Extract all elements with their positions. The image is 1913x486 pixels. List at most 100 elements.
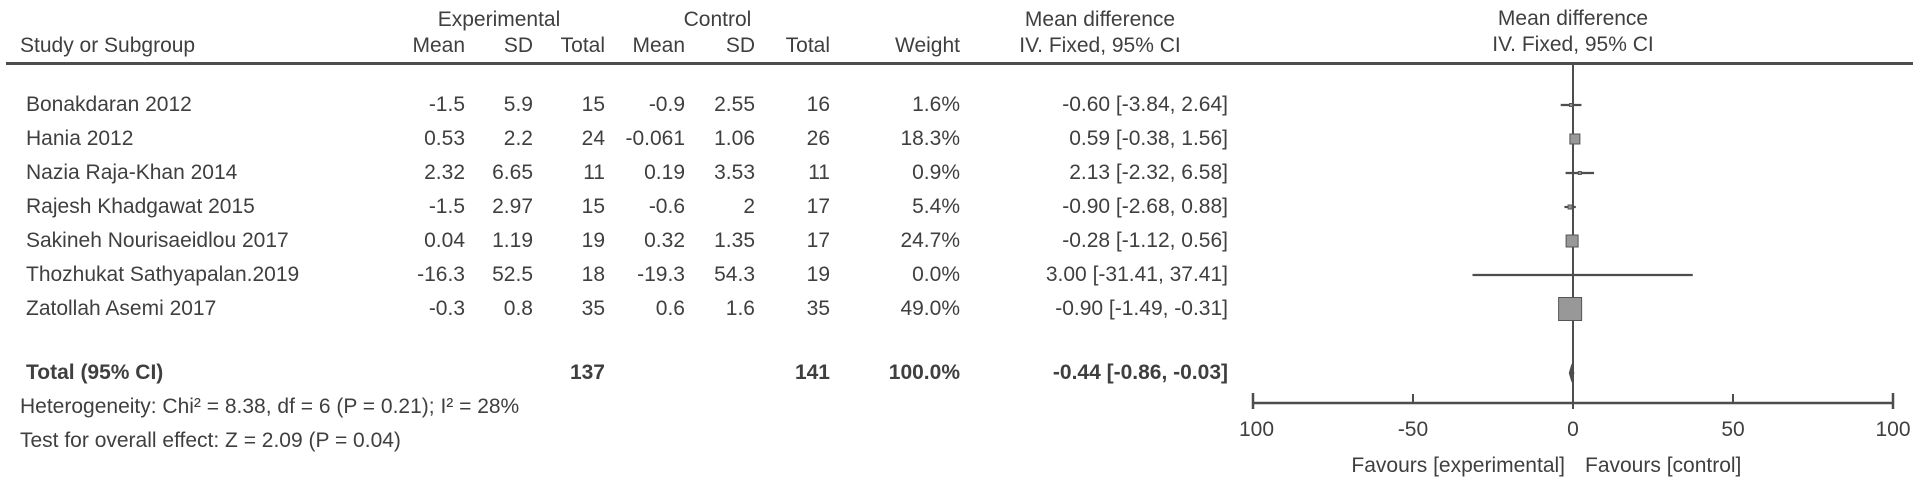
exp-sd-header: SD bbox=[503, 34, 533, 57]
method-header: IV. Fixed, 95% CI bbox=[1019, 34, 1181, 57]
table-row: Thozhukat Sathyapalan.2019 -16.3 52.5 18 -19… bbox=[0, 258, 1240, 292]
experimental-group-header: Experimental bbox=[437, 8, 561, 31]
cell-ctrl-total: 17 bbox=[806, 229, 830, 252]
cell-study: Zatollah Asemi 2017 bbox=[26, 297, 217, 320]
cell-ctrl-sd: 1.6 bbox=[725, 297, 755, 320]
exp-mean-header: Mean bbox=[412, 34, 465, 57]
header-rule bbox=[6, 62, 1913, 65]
cell-study: Hania 2012 bbox=[26, 127, 134, 150]
table-row: Nazia Raja-Khan 2014 2.32 6.65 11 0.19 3.53 11… bbox=[0, 156, 1240, 190]
heterogeneity-note: Heterogeneity: Chi² = 8.38, df = 6 (P = … bbox=[20, 395, 520, 418]
table-row: Hania 2012 0.53 2.2 24 -0.061 1.06 26 18.3% 0.59… bbox=[0, 122, 1240, 156]
cell-exp-mean: -0.3 bbox=[428, 297, 465, 320]
plot-header: Mean difference IV. Fixed, 95% CI bbox=[1373, 6, 1773, 58]
cell-exp-total: 35 bbox=[581, 297, 605, 320]
cell-exp-sd: 1.19 bbox=[492, 229, 533, 252]
plot-mean-difference-header: Mean difference bbox=[1497, 7, 1649, 30]
cell-exp-mean: 0.53 bbox=[424, 127, 465, 150]
ctrl-sd-header: SD bbox=[725, 34, 755, 57]
cell-ctrl-total: 26 bbox=[806, 127, 830, 150]
cell-exp-mean: 2.32 bbox=[424, 161, 465, 184]
cell-ctrl-total: 11 bbox=[808, 161, 830, 184]
cell-exp-mean: 0.04 bbox=[424, 229, 465, 252]
plot-method-header: IV. Fixed, 95% CI bbox=[1492, 33, 1654, 56]
cell-exp-sd: 2.2 bbox=[503, 127, 533, 150]
cell-exp-sd: 52.5 bbox=[492, 263, 533, 286]
effect-square bbox=[1577, 171, 1582, 175]
cell-study: Nazia Raja-Khan 2014 bbox=[26, 161, 238, 184]
tick-label: -100 bbox=[1240, 418, 1274, 441]
cell-ctrl-mean: -0.061 bbox=[625, 127, 685, 150]
cell-study: Thozhukat Sathyapalan.2019 bbox=[26, 263, 300, 286]
cell-study: Bonakdaran 2012 bbox=[26, 93, 192, 116]
cell-study: Rajesh Khadgawat 2015 bbox=[26, 195, 255, 218]
cell-exp-sd: 2.97 bbox=[492, 195, 533, 218]
study-rows: Bonakdaran 2012 -1.5 5.9 15 -0.9 2.55 16 1.6% -0… bbox=[0, 88, 1240, 326]
cell-exp-total: 19 bbox=[581, 229, 605, 252]
cell-exp-mean: -1.5 bbox=[428, 93, 465, 116]
cell-ctrl-sd: 1.35 bbox=[714, 229, 755, 252]
cell-ctrl-total: 19 bbox=[806, 263, 830, 286]
table-row: Bonakdaran 2012 -1.5 5.9 15 -0.9 2.55 16 1.6% -0… bbox=[0, 88, 1240, 122]
cell-ctrl-sd: 1.06 bbox=[714, 127, 755, 150]
cell-exp-total: 11 bbox=[583, 161, 605, 184]
cell-ctrl-total: 16 bbox=[806, 93, 830, 116]
cell-ctrl-mean: 0.6 bbox=[655, 297, 685, 320]
total-ci: -0.44 [-0.86, -0.03] bbox=[1052, 361, 1228, 384]
cell-ci: 0.59 [-0.38, 1.56] bbox=[1069, 127, 1228, 150]
cell-exp-mean: -1.5 bbox=[428, 195, 465, 218]
cell-ctrl-mean: 0.19 bbox=[644, 161, 685, 184]
total-label: Total (95% CI) bbox=[26, 361, 164, 384]
cell-weight: 0.0% bbox=[912, 263, 960, 286]
total-row: Total (95% CI) 137 141 100.0% -0.44 [-0.… bbox=[0, 356, 1240, 390]
cell-exp-sd: 0.8 bbox=[503, 297, 533, 320]
cell-exp-sd: 6.65 bbox=[492, 161, 533, 184]
effect-square bbox=[1567, 204, 1573, 210]
cell-weight: 24.7% bbox=[900, 229, 960, 252]
weight-header: Weight bbox=[895, 34, 960, 57]
cell-exp-sd: 5.9 bbox=[503, 93, 533, 116]
cell-exp-total: 18 bbox=[581, 263, 605, 286]
cell-ctrl-sd: 54.3 bbox=[714, 263, 755, 286]
effect-square bbox=[1569, 133, 1581, 145]
overall-effect-note: Test for overall effect: Z = 2.09 (P = 0… bbox=[20, 429, 401, 452]
favours-left-label: Favours [experimental] bbox=[1351, 454, 1565, 477]
tick-label: -50 bbox=[1398, 418, 1428, 441]
control-group-header: Control bbox=[683, 8, 752, 31]
forest-plot-svg: -100 -50 0 50 100 Favours [experimental] Favou… bbox=[1240, 65, 1911, 477]
tick-label: 0 bbox=[1567, 418, 1579, 441]
effect-square bbox=[1569, 103, 1574, 107]
cell-exp-total: 15 bbox=[581, 195, 605, 218]
cell-ctrl-mean: -0.6 bbox=[648, 195, 685, 218]
cell-exp-mean: -16.3 bbox=[417, 263, 465, 286]
cell-ctrl-total: 35 bbox=[806, 297, 830, 320]
favours-right-label: Favours [control] bbox=[1585, 454, 1741, 477]
table-header-columns: Study or Subgroup Mean SD Total Mean SD … bbox=[0, 32, 1240, 60]
cell-ci: -0.90 [-1.49, -0.31] bbox=[1055, 297, 1228, 320]
cell-ctrl-total: 17 bbox=[806, 195, 830, 218]
cell-ci: -0.90 [-2.68, 0.88] bbox=[1062, 195, 1228, 218]
ctrl-total-header: Total bbox=[785, 34, 830, 57]
cell-weight: 0.9% bbox=[912, 161, 960, 184]
tick-label: 50 bbox=[1721, 418, 1744, 441]
cell-ctrl-sd: 3.53 bbox=[714, 161, 755, 184]
total-ctrl-n: 141 bbox=[794, 361, 830, 384]
cell-exp-total: 24 bbox=[581, 127, 605, 150]
cell-ctrl-sd: 2 bbox=[743, 195, 755, 218]
cell-weight: 1.6% bbox=[912, 93, 960, 116]
cell-ctrl-mean: -0.9 bbox=[648, 93, 685, 116]
table-row: Zatollah Asemi 2017 -0.3 0.8 35 0.6 1.6 35 49.0… bbox=[0, 292, 1240, 326]
tick-label: 100 bbox=[1875, 418, 1910, 441]
effect-square bbox=[1565, 234, 1579, 248]
cell-ci: 3.00 [-31.41, 37.41] bbox=[1045, 263, 1228, 286]
cell-weight: 49.0% bbox=[900, 297, 960, 320]
ctrl-mean-header: Mean bbox=[632, 34, 685, 57]
effect-square bbox=[1558, 297, 1583, 321]
cell-ci: -0.28 [-1.12, 0.56] bbox=[1062, 229, 1228, 252]
table-row: Sakineh Nourisaeidlou 2017 0.04 1.19 19 0.32… bbox=[0, 224, 1240, 258]
cell-ctrl-mean: -19.3 bbox=[637, 263, 685, 286]
cell-study: Sakineh Nourisaeidlou 2017 bbox=[26, 229, 289, 252]
cell-ci: 2.13 [-2.32, 6.58] bbox=[1069, 161, 1228, 184]
cell-ctrl-mean: 0.32 bbox=[644, 229, 685, 252]
